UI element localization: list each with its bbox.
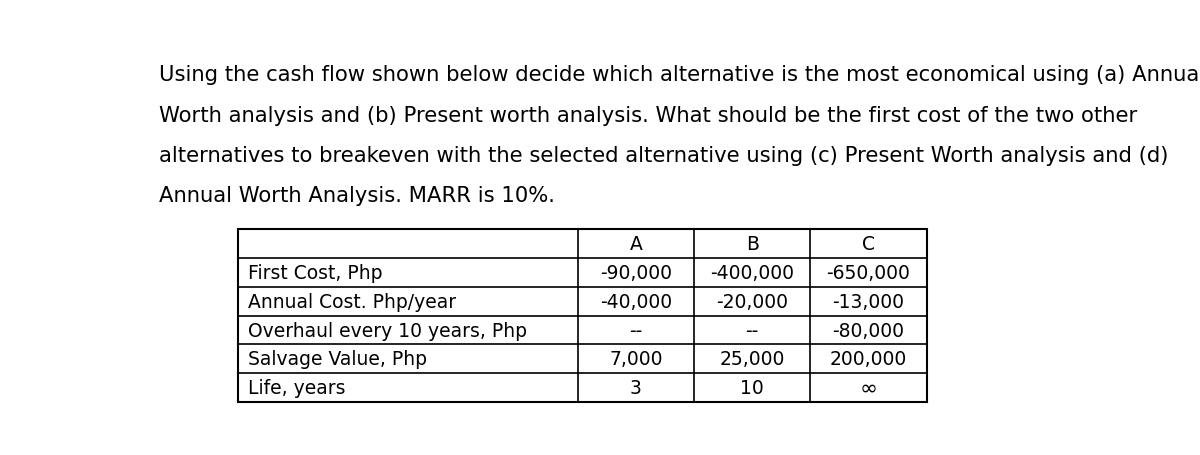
Text: -80,000: -80,000 [833,321,905,340]
Text: -13,000: -13,000 [833,292,905,311]
Text: First Cost, Php: First Cost, Php [247,263,382,283]
Text: Life, years: Life, years [247,378,346,397]
Text: -90,000: -90,000 [600,263,672,283]
Text: 7,000: 7,000 [610,349,662,369]
Text: alternatives to breakeven with the selected alternative using (c) Present Worth : alternatives to breakeven with the selec… [160,146,1169,166]
Text: Overhaul every 10 years, Php: Overhaul every 10 years, Php [247,321,527,340]
Text: -20,000: -20,000 [716,292,788,311]
Text: Worth analysis and (b) Present worth analysis. What should be the first cost of : Worth analysis and (b) Present worth ana… [160,106,1138,126]
Text: 3: 3 [630,378,642,397]
Text: --: -- [745,321,758,340]
Text: C: C [862,235,875,253]
Text: ∞: ∞ [859,378,877,398]
Text: A: A [630,235,642,253]
Bar [239,230,926,402]
Text: --: -- [629,321,642,340]
Text: Using the cash flow shown below decide which alternative is the most economical : Using the cash flow shown below decide w… [160,65,1200,85]
Text: 10: 10 [740,378,764,397]
Text: 25,000: 25,000 [720,349,785,369]
Text: 200,000: 200,000 [830,349,907,369]
Text: Salvage Value, Php: Salvage Value, Php [247,349,427,369]
Text: Annual Worth Analysis. MARR is 10%.: Annual Worth Analysis. MARR is 10%. [160,186,556,206]
Text: -400,000: -400,000 [710,263,794,283]
Text: B: B [745,235,758,253]
Text: -650,000: -650,000 [827,263,911,283]
Text: -40,000: -40,000 [600,292,672,311]
Text: Annual Cost. Php/year: Annual Cost. Php/year [247,292,456,311]
